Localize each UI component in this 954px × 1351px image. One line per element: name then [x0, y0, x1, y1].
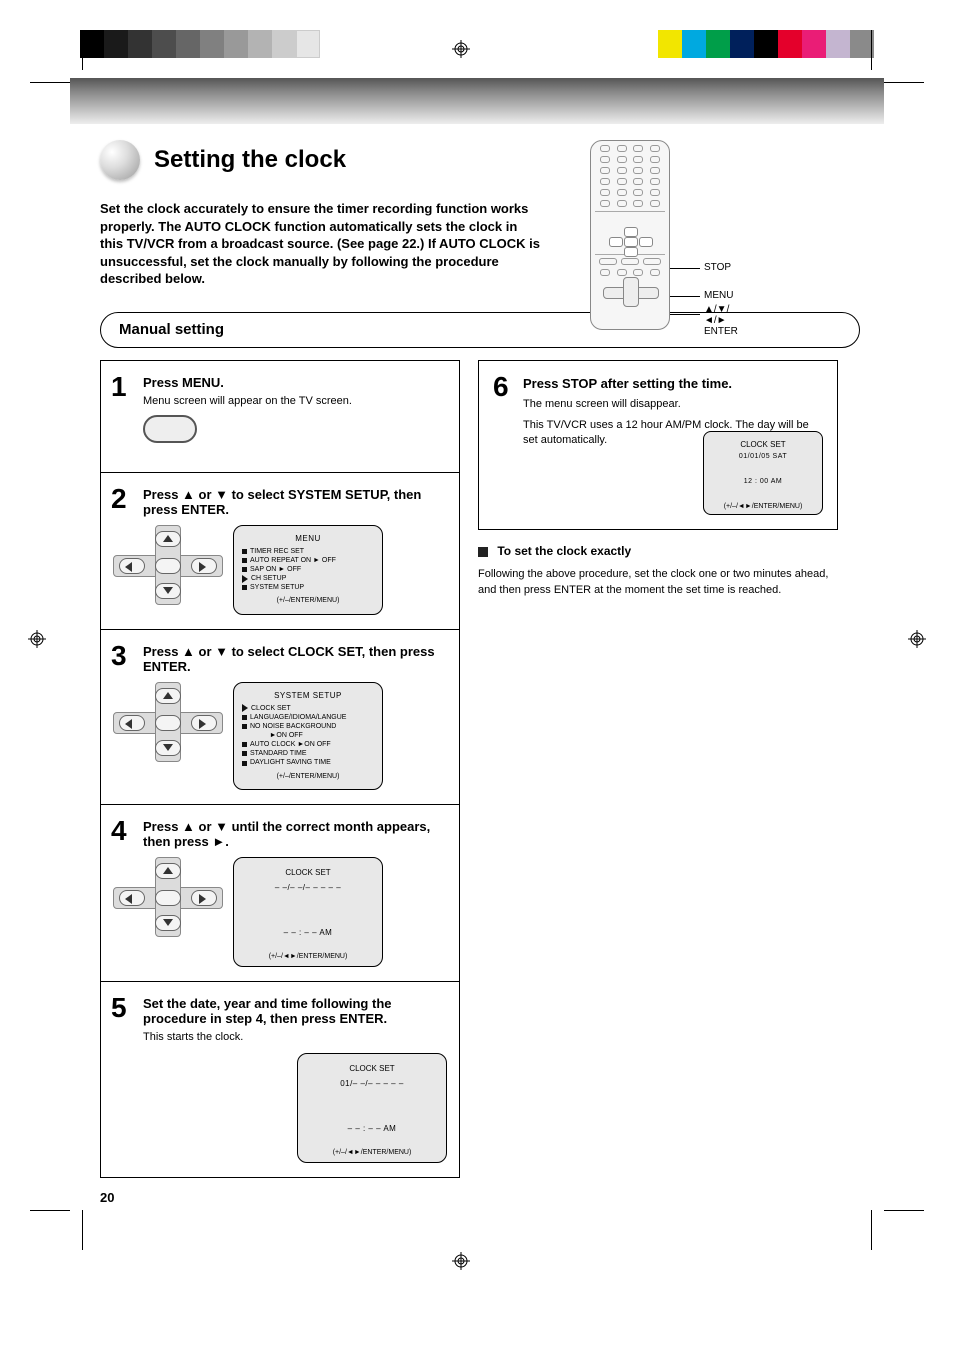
crop-mark — [30, 82, 70, 83]
registration-mark-icon — [908, 630, 926, 648]
step-1: 1 Press MENU. Menu screen will appear on… — [101, 361, 459, 473]
callout-arrows: ▲/▼/◄/► ENTER — [704, 304, 738, 337]
crop-mark — [871, 1210, 872, 1250]
step-title: Press ▲ or ▼ to select CLOCK SET, then p… — [143, 644, 447, 674]
crop-mark — [82, 1210, 83, 1250]
color-swatches — [658, 30, 874, 58]
to-set-header: To set the clock exactly — [497, 544, 631, 558]
osd-clock-set-2: CLOCK SET 01/– –/– – – – – – – : – – AM … — [297, 1053, 447, 1163]
step-text: Menu screen will appear on the TV screen… — [143, 394, 447, 409]
osd-final: CLOCK SET 01/01/05 SAT 12 : 00 AM (+/–/◄… — [703, 431, 823, 515]
square-bullet-icon — [478, 547, 488, 557]
step-6: 6 Press STOP after setting the time. The… — [478, 360, 838, 530]
lozenge-label: Manual setting — [119, 321, 224, 338]
step-title: Press ▲ or ▼ to select SYSTEM SETUP, the… — [143, 487, 447, 517]
step-title: Press MENU. — [143, 375, 447, 390]
dpad-icon — [113, 857, 223, 937]
crop-mark — [82, 30, 83, 70]
registration-mark-icon — [452, 1252, 470, 1270]
step-text: The menu screen will disappear. — [523, 397, 823, 412]
step-number: 4 — [111, 815, 127, 847]
grayscale-swatches — [80, 30, 320, 58]
remote-illustration: STOP MENU ▲/▼/◄/► ENTER — [590, 140, 690, 340]
dpad-icon — [113, 525, 223, 605]
crop-mark — [884, 1210, 924, 1211]
osd-system-setup: SYSTEM SETUP CLOCK SET LANGUAGE/IDIOMA/L… — [233, 682, 383, 790]
step-number: 1 — [111, 371, 127, 403]
step-title: Press STOP after setting the time. — [523, 375, 823, 393]
step-number: 6 — [493, 371, 509, 403]
section-lozenge: Manual setting — [100, 312, 860, 348]
intro-text: Set the clock accurately to ensure the t… — [100, 200, 540, 288]
step-number: 2 — [111, 483, 127, 515]
registration-mark-icon — [452, 40, 470, 58]
step-title: Set the date, year and time following th… — [143, 996, 447, 1026]
steps-column: 1 Press MENU. Menu screen will appear on… — [100, 360, 460, 1178]
step-3: 3 Press ▲ or ▼ to select CLOCK SET, then… — [101, 630, 459, 805]
printer-bars — [0, 30, 954, 62]
step-5: 5 Set the date, year and time following … — [101, 982, 459, 1177]
crop-mark — [884, 82, 924, 83]
header-gradient — [70, 78, 884, 124]
step-4: 4 Press ▲ or ▼ until the correct month a… — [101, 805, 459, 982]
page-content: Setting the clock Set the clock accurate… — [100, 140, 860, 1178]
crop-mark — [871, 30, 872, 70]
page-number: 20 — [100, 1190, 114, 1205]
dpad-icon — [113, 682, 223, 762]
step-text: This starts the clock. — [143, 1030, 447, 1045]
sphere-icon — [100, 140, 140, 180]
osd-menu: MENU TIMER REC SET AUTO REPEAT ON ► OFF … — [233, 525, 383, 615]
right-column: 6 Press STOP after setting the time. The… — [478, 360, 838, 1178]
callout-stop: STOP — [704, 262, 731, 273]
step-2: 2 Press ▲ or ▼ to select SYSTEM SETUP, t… — [101, 473, 459, 630]
step-number: 5 — [111, 992, 127, 1024]
to-set-section: To set the clock exactly Following the a… — [478, 544, 838, 599]
to-set-body: Following the above procedure, set the c… — [478, 566, 838, 599]
callout-menu: MENU — [704, 290, 733, 301]
registration-mark-icon — [28, 630, 46, 648]
osd-clock-set-1: CLOCK SET – –/– –/– – – – – – – : – – AM… — [233, 857, 383, 967]
page-title: Setting the clock — [154, 146, 346, 174]
step-title: Press ▲ or ▼ until the correct month app… — [143, 819, 447, 849]
step-number: 3 — [111, 640, 127, 672]
crop-mark — [30, 1210, 70, 1211]
menu-button-icon — [143, 415, 197, 443]
